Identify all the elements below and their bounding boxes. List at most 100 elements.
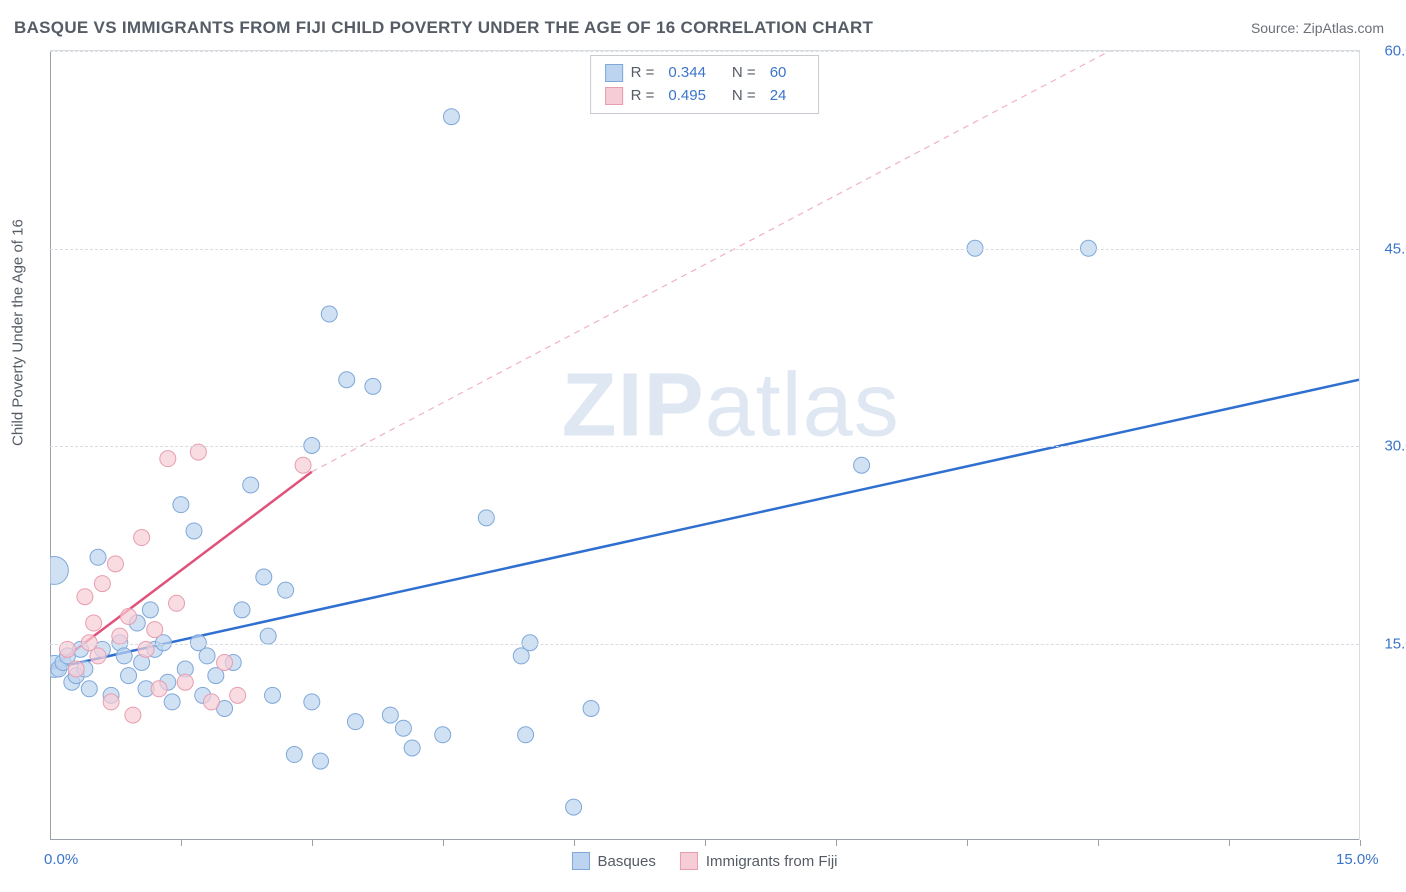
legend-label: Basques: [597, 853, 655, 870]
legend-correlation: R = 0.344 N = 60 R = 0.495 N = 24: [590, 55, 820, 114]
data-point: [321, 306, 337, 322]
legend-label: Immigrants from Fiji: [706, 853, 838, 870]
legend-swatch: [605, 87, 623, 105]
data-point: [107, 556, 123, 572]
data-point: [217, 654, 233, 670]
data-point: [583, 701, 599, 717]
legend-row: R = 0.344 N = 60: [605, 62, 805, 85]
data-point: [365, 378, 381, 394]
y-axis-label: Child Poverty Under the Age of 16: [10, 219, 27, 446]
data-point: [234, 602, 250, 618]
data-point: [260, 628, 276, 644]
regression-line: [50, 380, 1359, 669]
x-tick: [1229, 840, 1230, 846]
data-point: [286, 747, 302, 763]
n-value: 60: [770, 62, 787, 85]
x-tick: [181, 840, 182, 846]
data-point: [230, 687, 246, 703]
data-point: [339, 372, 355, 388]
x-tick: [574, 840, 575, 846]
data-point: [151, 681, 167, 697]
data-point: [77, 589, 93, 605]
r-label: R =: [631, 85, 655, 108]
data-point: [443, 109, 459, 125]
x-tick: [967, 840, 968, 846]
data-point: [147, 622, 163, 638]
data-point: [347, 714, 363, 730]
data-point: [86, 615, 102, 631]
y-tick-label: 30.0%: [1384, 438, 1406, 455]
r-label: R =: [631, 62, 655, 85]
source-label: Source:: [1251, 20, 1303, 36]
data-point: [50, 556, 68, 584]
data-point: [304, 694, 320, 710]
data-point: [854, 457, 870, 473]
data-point: [199, 648, 215, 664]
y-tick-label: 15.0%: [1384, 635, 1406, 652]
x-tick: [312, 840, 313, 846]
data-point: [435, 727, 451, 743]
gridline: [50, 51, 1359, 52]
legend-swatch: [571, 852, 589, 870]
data-point: [173, 497, 189, 513]
data-point: [566, 799, 582, 815]
data-point: [160, 451, 176, 467]
data-point: [125, 707, 141, 723]
data-point: [94, 576, 110, 592]
data-point: [90, 648, 106, 664]
data-point: [177, 674, 193, 690]
data-point: [103, 694, 119, 710]
data-point: [81, 681, 97, 697]
x-tick: [443, 840, 444, 846]
data-point: [265, 687, 281, 703]
chart-area: ZIPatlas R =0.344 N =60 R =0.495 N =24 B…: [50, 50, 1360, 840]
x-tick: [836, 840, 837, 846]
data-point: [256, 569, 272, 585]
data-point: [395, 720, 411, 736]
chart-title: BASQUE VS IMMIGRANTS FROM FIJI CHILD POV…: [14, 18, 873, 38]
x-tick: [705, 840, 706, 846]
y-tick-label: 45.0%: [1384, 240, 1406, 257]
legend-swatch: [605, 64, 623, 82]
x-tick-label: 0.0%: [44, 851, 78, 868]
source-attribution: Source: ZipAtlas.com: [1251, 20, 1384, 36]
data-point: [68, 661, 84, 677]
gridline: [50, 644, 1359, 645]
legend-item: Basques: [571, 852, 655, 870]
data-point: [90, 549, 106, 565]
data-point: [382, 707, 398, 723]
source-link[interactable]: ZipAtlas.com: [1303, 20, 1384, 36]
r-value: 0.344: [668, 62, 706, 85]
y-tick-label: 60.0%: [1384, 43, 1406, 60]
regression-line-extended: [312, 51, 1185, 472]
data-point: [116, 648, 132, 664]
n-label: N =: [732, 85, 756, 108]
data-point: [313, 753, 329, 769]
data-point: [478, 510, 494, 526]
n-label: N =: [732, 62, 756, 85]
legend-swatch: [680, 852, 698, 870]
data-point: [164, 694, 180, 710]
data-point: [278, 582, 294, 598]
data-point: [203, 694, 219, 710]
legend-row: R = 0.495 N = 24: [605, 85, 805, 108]
legend-item: Immigrants from Fiji: [680, 852, 838, 870]
n-value: 24: [770, 85, 787, 108]
data-point: [243, 477, 259, 493]
data-point: [404, 740, 420, 756]
legend-series: Basques Immigrants from Fiji: [571, 852, 837, 870]
gridline: [50, 249, 1359, 250]
x-tick-label: 15.0%: [1336, 851, 1379, 868]
data-point: [121, 608, 137, 624]
data-point: [295, 457, 311, 473]
chart-container: BASQUE VS IMMIGRANTS FROM FIJI CHILD POV…: [0, 0, 1406, 892]
data-point: [121, 668, 137, 684]
x-tick: [1098, 840, 1099, 846]
data-point: [134, 530, 150, 546]
x-tick: [1360, 840, 1361, 846]
data-point: [112, 628, 128, 644]
gridline: [50, 446, 1359, 447]
data-point: [186, 523, 202, 539]
data-point: [142, 602, 158, 618]
r-value: 0.495: [668, 85, 706, 108]
